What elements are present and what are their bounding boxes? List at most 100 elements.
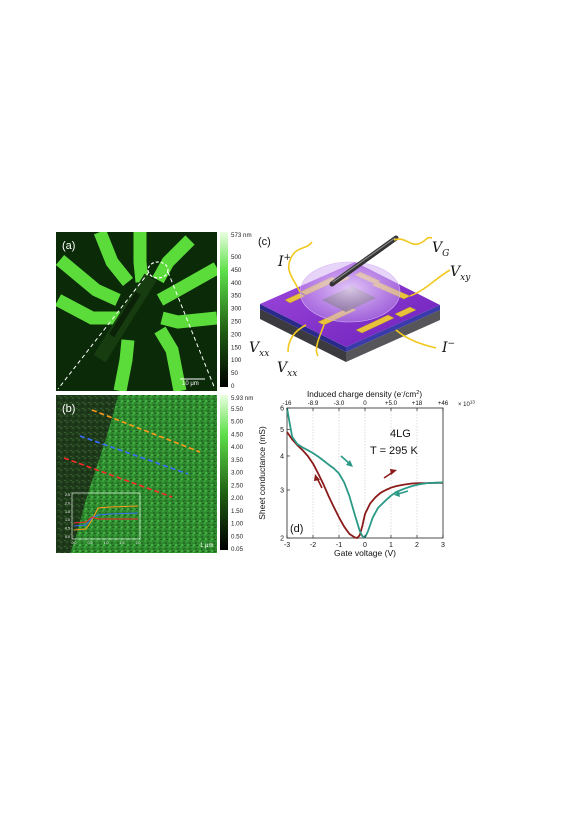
linecut-orange <box>91 409 201 453</box>
x-tick-label: 3 <box>441 542 445 549</box>
colorbar-tick-label: 400 <box>231 280 242 287</box>
panel-d-label: (d) <box>290 523 303 535</box>
inset-ytick-label: 0.5 <box>65 527 70 531</box>
colorbar-tick-label: 0.50 <box>231 533 244 540</box>
series-line-0 <box>286 431 443 539</box>
top-axis-title: Induced charge density (e-/cm2) <box>307 390 422 399</box>
y-axis-label: Sheet conductance (mS) <box>257 426 267 520</box>
colorbar-tick-label: 4.00 <box>231 444 244 451</box>
colorbar-a <box>220 232 228 387</box>
top-tick-label: -16 <box>283 400 293 407</box>
x-tick-label: 2 <box>415 542 419 549</box>
x-tick-label: -2 <box>310 542 316 549</box>
terminal-i-plus: I+ <box>277 253 291 270</box>
colorbar-tick-label: 300 <box>231 306 242 313</box>
zoom-line-left <box>57 271 150 390</box>
inset-ytick-label: 1.5 <box>65 510 70 514</box>
linecut-red <box>63 457 173 498</box>
x-tick-label: 0 <box>363 542 367 549</box>
colorbar-b-max: 5.93 nm <box>231 395 253 402</box>
substrate-side-front <box>260 309 346 362</box>
colorbar-tick-label: 4.50 <box>231 431 244 438</box>
series-line-1 <box>286 407 444 539</box>
colorbar-tick-label: 500 <box>231 254 242 261</box>
top-tick-label: 0 <box>363 400 367 407</box>
colorbar-tick-label: 350 <box>231 293 242 300</box>
panel-a: (a) 10 μm 573 nm 50045040035030025020015… <box>56 232 252 391</box>
oxide-layer-front <box>260 304 346 352</box>
colorbar-tick-label: 2.50 <box>231 482 244 489</box>
substrate-region <box>56 395 118 553</box>
inset-ytick-label: 2.5 <box>65 493 70 497</box>
colorbar-tick-label: 50 <box>231 370 238 377</box>
colorbar-b <box>220 395 228 550</box>
x-tick-label: 1 <box>389 542 393 549</box>
colorbar-tick-label: 150 <box>231 344 242 351</box>
x-tick-label: -3 <box>284 542 290 549</box>
oxide-layer-right <box>346 305 440 352</box>
inset-ytick-label: 0.0 <box>65 535 70 539</box>
panel-b-scale-bar: 1 μm <box>200 543 213 549</box>
panel-b: 0.0 0.5 1.0 1.5 2.0 0.0 0.5 1.0 1.5 2.0 2.5 (b) 1 … <box>56 395 253 553</box>
top-axis-multiplier: × 1013 <box>458 400 475 409</box>
x-axis-label: Gate voltage (V) <box>334 548 396 558</box>
linecut-blue <box>79 435 189 475</box>
top-tick-label: +46 <box>438 400 449 407</box>
colorbar-tick-label: 100 <box>231 357 242 364</box>
colorbar-tick-label: 200 <box>231 331 242 338</box>
terminal-vxx-2: Vxx <box>277 360 297 379</box>
zoom-line-right <box>167 271 216 390</box>
inset-xtick-label: 1.0 <box>104 541 109 545</box>
inset-xtick-label: 2.0 <box>136 541 141 545</box>
sample-label: 4LG <box>390 428 411 440</box>
inset-ytick-label: 1.0 <box>65 518 70 522</box>
panel-c: (c) <box>249 235 471 379</box>
x-axis-ticks: -3 -2 -1 0 1 2 3 <box>284 535 445 549</box>
panel-b-label: (b) <box>62 403 75 415</box>
top-tick-label: +5.0 <box>385 400 398 407</box>
inset-xtick-label: 0.5 <box>88 541 93 545</box>
top-tick-label: -8.9 <box>308 400 319 407</box>
inset-ytick-label: 2.0 <box>65 501 70 505</box>
terminal-vxy: Vxy <box>450 264 471 283</box>
data-series <box>286 407 444 539</box>
zoom-circle <box>147 261 169 279</box>
colorbar-tick-label: 1.50 <box>231 508 244 515</box>
colorbar-tick-label: 450 <box>231 267 242 274</box>
top-tick-label: +18 <box>412 400 423 407</box>
gate-electrode-rod <box>329 235 399 287</box>
terminal-i-minus: I− <box>441 339 455 356</box>
x-tick-label: -1 <box>336 542 342 549</box>
terminal-vg: VG <box>432 240 449 259</box>
y-tick-label: 5 <box>280 427 284 434</box>
colorbar-tick-label: 2.00 <box>231 495 244 502</box>
y-axis-ticks: 2 3 4 5 6 <box>280 406 290 543</box>
arrow-teal-left <box>397 490 409 495</box>
profile-inset: 0.0 0.5 1.0 1.5 2.0 0.0 0.5 1.0 1.5 2.0 2.5 <box>65 492 141 545</box>
colorbar-a-max: 573 nm <box>231 232 252 239</box>
temperature-label: T = 295 K <box>370 445 418 457</box>
inset-xtick-label: 1.5 <box>120 541 125 545</box>
device-electrodes <box>56 232 217 391</box>
colorbar-b-ticks: 5.50 5.00 4.50 4.00 3.50 3.00 2.50 2.00 1.50 1.00… <box>231 406 244 553</box>
inset-xtick-label: 0.0 <box>72 541 77 545</box>
y-tick-label: 6 <box>280 406 284 413</box>
colorbar-tick-label: 1.00 <box>231 521 244 528</box>
y-tick-label: 3 <box>280 488 284 495</box>
contact-wires <box>287 236 451 357</box>
colorbar-tick-label: 3.00 <box>231 470 244 477</box>
sweep-arrows <box>314 455 409 497</box>
colorbar-tick-label: 5.50 <box>231 406 244 413</box>
top-axis-ticks: -16 -8.9 -3.0 0 +5.0 +18 +46 <box>283 400 449 411</box>
panel-c-label: (c) <box>258 236 271 248</box>
colorbar-tick-label: 0.05 <box>231 546 244 553</box>
colorbar-tick-label: 0 <box>231 383 235 390</box>
colorbar-tick-label: 250 <box>231 319 242 326</box>
colorbar-tick-label: 3.50 <box>231 457 244 464</box>
terminal-vxx-1: Vxx <box>249 340 269 359</box>
gate-rod-highlight <box>332 237 396 283</box>
panel-a-scale-bar: 10 μm <box>182 381 199 387</box>
